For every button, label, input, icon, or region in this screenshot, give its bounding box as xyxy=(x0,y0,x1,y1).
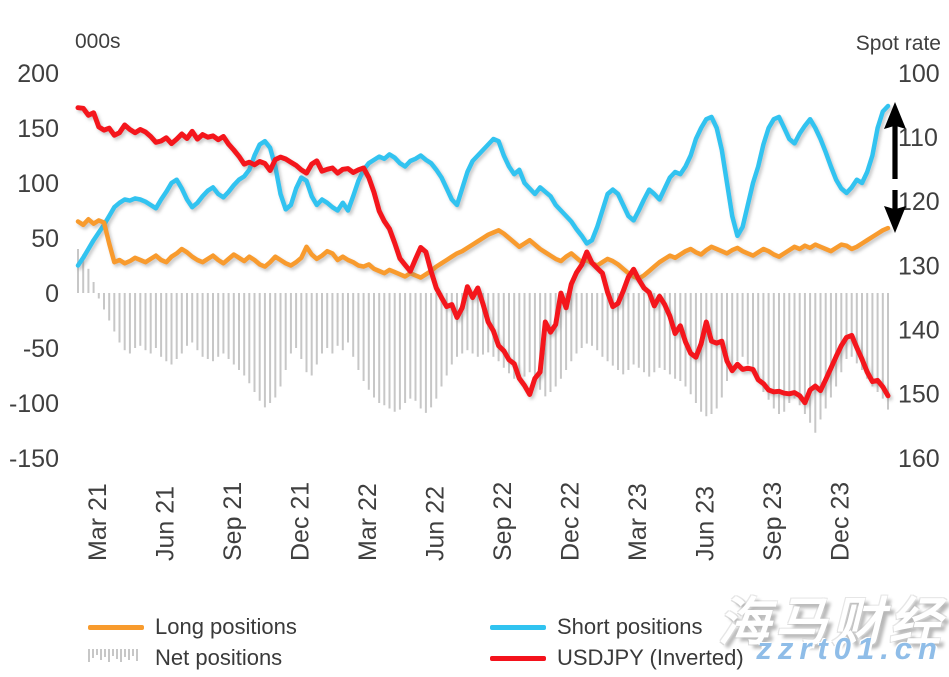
long-positions-swatch-icon xyxy=(88,624,144,630)
range-arrow-annotation xyxy=(884,102,906,233)
x-tick-label: Sep 21 xyxy=(219,482,247,561)
y-left-tick-label: -150 xyxy=(9,445,59,473)
x-tick-label: Jun 22 xyxy=(422,486,450,561)
x-tick-label: Dec 22 xyxy=(557,482,585,561)
net-positions-swatch-icon xyxy=(88,649,144,667)
legend-item-usdjpy: USDJPY (Inverted) xyxy=(490,645,744,670)
y-right-tick-label: 130 xyxy=(898,252,940,280)
short-positions-line xyxy=(75,103,891,268)
y-right-tick-label: 120 xyxy=(898,188,940,216)
legend-left-column: Long positions Net positions xyxy=(88,614,297,670)
x-tick-label: Sep 23 xyxy=(759,482,787,561)
y-left-tick-label: 50 xyxy=(31,225,59,253)
y-left-axis: 200 150 100 50 0 -50 -100 -150 xyxy=(9,60,59,473)
up-arrow-icon xyxy=(884,102,906,179)
x-tick-label: Dec 21 xyxy=(287,482,315,561)
x-tick-label: Jun 23 xyxy=(692,486,720,561)
legend-label-net-positions: Net positions xyxy=(155,645,283,670)
x-tick-label: Sep 22 xyxy=(489,482,517,561)
y-right-tick-label: 110 xyxy=(898,124,938,152)
down-arrow-icon xyxy=(884,190,906,233)
left-axis-title: 000s xyxy=(75,30,121,53)
usdjpy-swatch-icon xyxy=(490,655,546,661)
x-tick-label: Jun 21 xyxy=(152,486,180,561)
x-tick-label: Mar 23 xyxy=(624,483,652,561)
legend-label-usdjpy: USDJPY (Inverted) xyxy=(557,645,744,670)
legend-label-short-positions: Short positions xyxy=(557,614,703,639)
legend-item-short-positions: Short positions xyxy=(490,614,744,639)
legend-item-long-positions: Long positions xyxy=(88,614,297,639)
y-left-tick-label: 200 xyxy=(17,60,59,88)
x-tick-label: Mar 21 xyxy=(84,483,112,561)
series-lines xyxy=(75,103,891,406)
y-right-tick-label: 150 xyxy=(898,381,940,409)
long-positions-line xyxy=(75,217,891,281)
y-right-tick-label: 140 xyxy=(898,316,940,344)
y-left-tick-label: -50 xyxy=(23,335,59,363)
y-right-tick-label: 100 xyxy=(898,60,940,88)
short-positions-swatch-icon xyxy=(490,624,546,630)
y-left-tick-label: 150 xyxy=(17,115,59,143)
usdjpy-line xyxy=(75,105,891,406)
y-left-tick-label: 0 xyxy=(45,280,59,308)
x-axis: Mar 21 Jun 21 Sep 21 Dec 21 Mar 22 Jun 22 Sep … xyxy=(84,482,855,561)
x-tick-label: Dec 23 xyxy=(827,482,855,561)
legend-label-long-positions: Long positions xyxy=(155,614,297,639)
watermark-brand: 海马财经 xyxy=(717,594,946,652)
net-positions-bars xyxy=(77,249,889,433)
y-left-tick-label: 100 xyxy=(17,170,59,198)
legend-right-column: Short positions USDJPY (Inverted) xyxy=(490,614,744,670)
y-left-tick-label: -100 xyxy=(9,390,59,418)
y-right-axis: 100 110 120 130 140 150 160 xyxy=(898,60,940,473)
x-tick-label: Mar 22 xyxy=(354,483,382,561)
y-right-tick-label: 160 xyxy=(898,445,940,473)
watermark-url: zzrt01.cn xyxy=(756,631,943,666)
legend-item-net-positions: Net positions xyxy=(88,645,297,670)
right-axis-title: Spot rate xyxy=(856,32,941,55)
